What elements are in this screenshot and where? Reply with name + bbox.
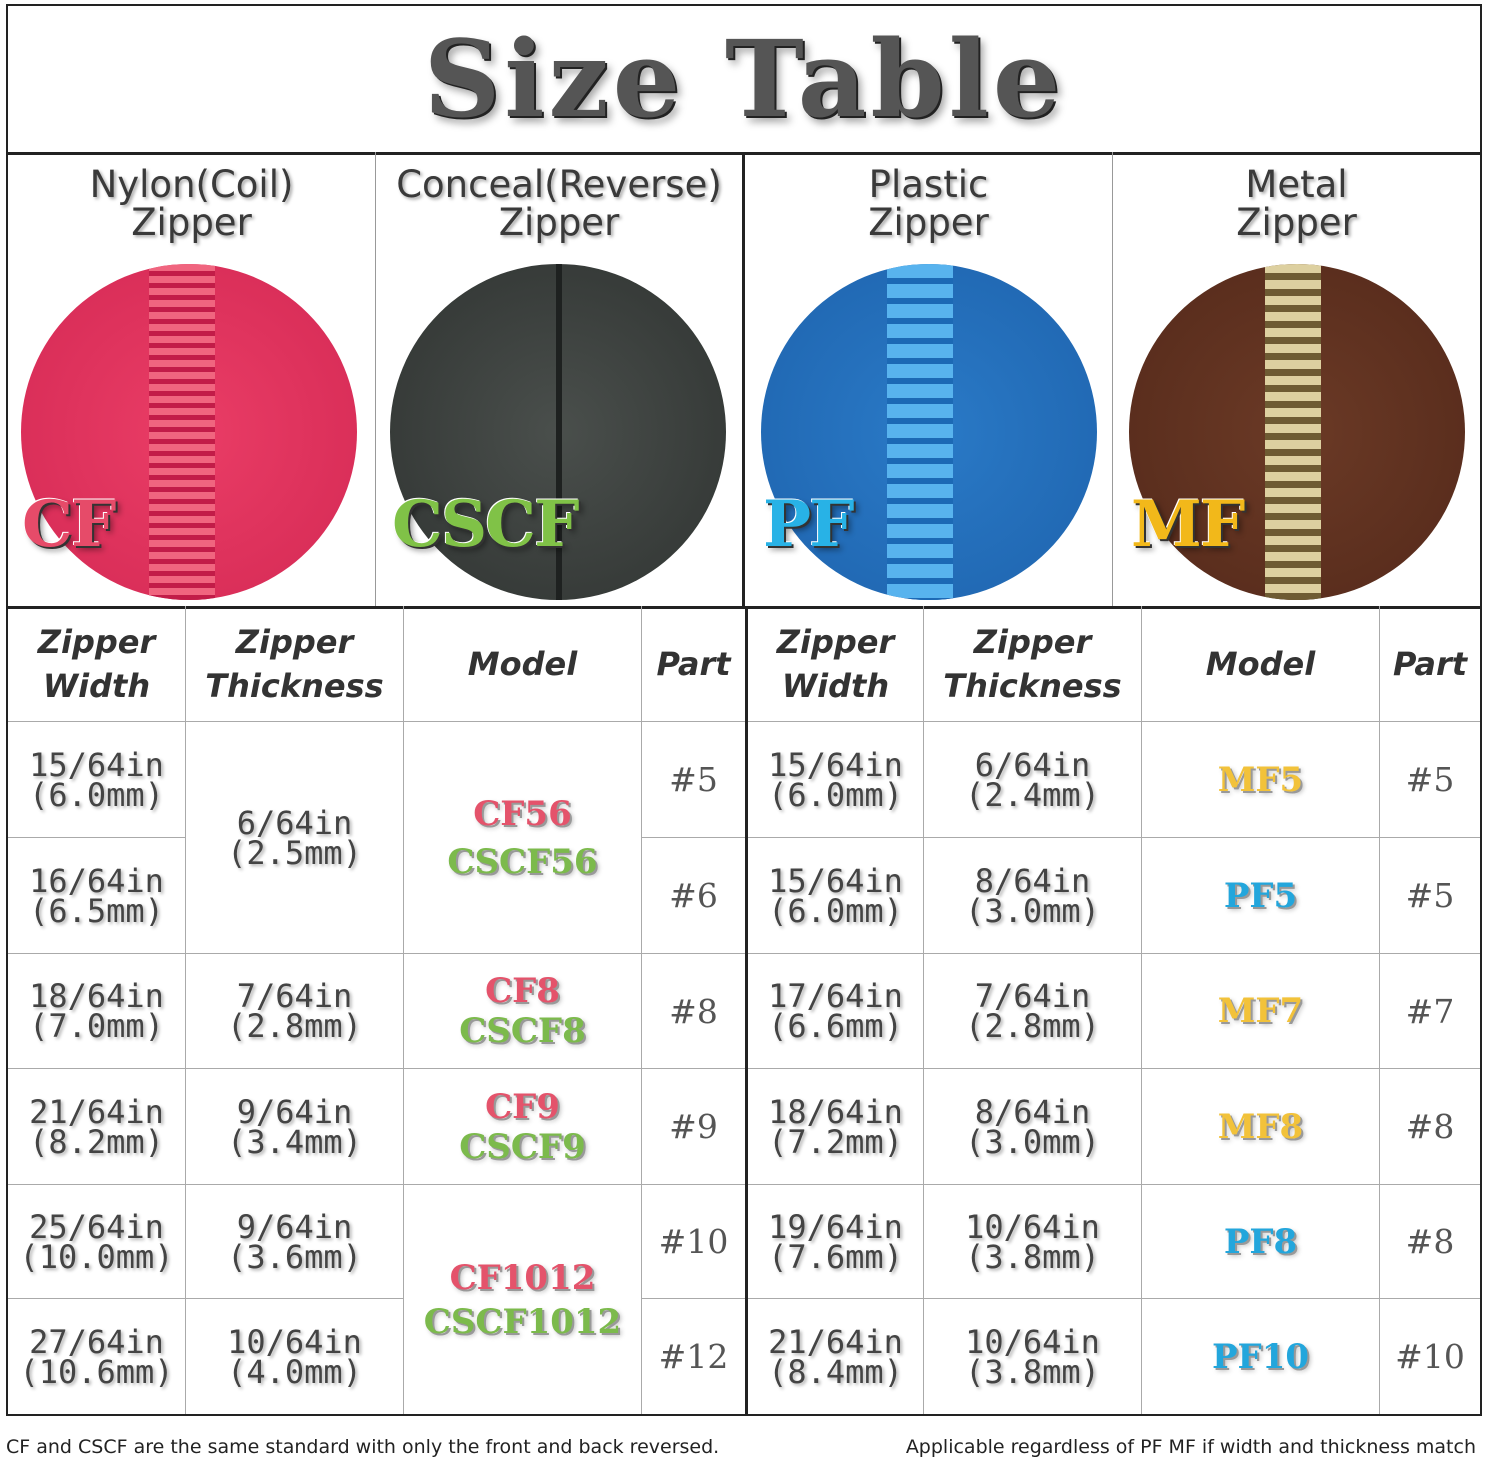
model-cscf: CSCF56 [447, 841, 598, 882]
size-table-frame: Size Table Nylon(Coil) Zipper CF Conceal… [6, 4, 1482, 1416]
left-width-cell: 25/64in (10.0mm) [8, 1185, 186, 1299]
model-cf: CF1012 [449, 1257, 596, 1298]
title-row: Size Table [8, 6, 1480, 155]
right-model-cell: PF10 [1142, 1299, 1380, 1414]
metal-zipper-swatch [1129, 264, 1465, 600]
left-part-cell: #6 [642, 838, 745, 954]
header-part-right: Part [1380, 606, 1480, 722]
right-width-cell: 18/64in (7.2mm) [748, 1069, 924, 1185]
right-thickness-cell: 10/64in (3.8mm) [924, 1185, 1142, 1299]
left-part-cell: #5 [642, 722, 745, 838]
model-cscf: CSCF8 [459, 1011, 586, 1051]
left-width-cell: 18/64in (7.0mm) [8, 954, 186, 1069]
zipper-types-row: Nylon(Coil) Zipper CF Conceal(Reverse) Z… [8, 152, 1480, 609]
right-model-cell: MF8 [1142, 1069, 1380, 1185]
left-width-cell: 15/64in (6.0mm) [8, 722, 186, 838]
left-part-cell: #12 [658, 1337, 729, 1376]
size-grid: Zipper Width Zipper Thickness Model Part… [8, 606, 1480, 1414]
left-model-cell: CF8 CSCF8 [404, 954, 642, 1069]
left-model-cell: CF1012 CSCF1012 [404, 1185, 642, 1414]
left-part-cell: #10 [642, 1185, 745, 1299]
right-part-cell: #8 [1380, 1069, 1480, 1185]
footnote-right: Applicable regardless of PF MF if width … [905, 1436, 1476, 1458]
model-cf: CF9 [485, 1086, 560, 1127]
right-thickness-cell: 7/64in (2.8mm) [924, 954, 1142, 1069]
zipper-type-plastic: Plastic Zipper PF [745, 152, 1113, 606]
right-model-cell: MF5 [1142, 722, 1380, 838]
left-model-cell: CF56 CSCF56 [404, 722, 642, 954]
model-cf: CF8 [485, 971, 560, 1011]
right-model-cell: PF8 [1142, 1185, 1380, 1299]
plastic-zipper-swatch [761, 264, 1097, 600]
model-cscf: CSCF1012 [423, 1301, 622, 1342]
right-part-cell: #5 [1380, 722, 1480, 838]
right-width-cell: 15/64in (6.0mm) [748, 722, 924, 838]
left-width-cell: 27/64in (10.6mm) [8, 1299, 186, 1414]
table-center-divider [745, 606, 748, 1414]
zipper-code: CF [22, 487, 116, 562]
header-model-right: Model [1142, 606, 1380, 722]
header-width-left: Zipper Width [8, 606, 186, 722]
left-width-cell: 21/64in (8.2mm) [8, 1069, 186, 1185]
model-cf: CF56 [473, 793, 572, 834]
right-thickness-cell: 10/64in (3.8mm) [924, 1299, 1142, 1414]
nylon-zipper-swatch [21, 264, 357, 600]
right-model-cell: PF5 [1142, 838, 1380, 954]
zipper-type-name: Plastic Zipper [868, 163, 989, 244]
left-part-cell: #9 [642, 1069, 745, 1185]
model-cscf: CSCF9 [459, 1126, 586, 1167]
zipper-code: MF [1131, 487, 1245, 562]
header-model-left: Model [404, 606, 642, 722]
right-thickness-cell: 8/64in (3.0mm) [924, 1069, 1142, 1185]
left-thickness-cell: 9/64in (3.6mm) [186, 1185, 404, 1299]
zipper-type-nylon: Nylon(Coil) Zipper CF [8, 152, 376, 606]
right-part-cell: #7 [1380, 954, 1480, 1069]
right-width-cell: 19/64in (7.6mm) [748, 1185, 924, 1299]
right-part-cell: #8 [1380, 1185, 1480, 1299]
left-part-cell: #8 [642, 954, 745, 1069]
header-thickness-left: Zipper Thickness [186, 606, 404, 722]
zipper-type-name: Metal Zipper [1236, 163, 1357, 244]
page-title: Size Table [423, 16, 1065, 141]
zipper-type-name: Nylon(Coil) Zipper [89, 163, 294, 244]
zipper-code: CSCF [392, 487, 580, 562]
conceal-zipper-swatch [390, 264, 726, 600]
footnote-left: CF and CSCF are the same standard with o… [6, 1436, 720, 1458]
left-thickness-cell: 9/64in (3.4mm) [186, 1069, 404, 1185]
right-part-cell: #5 [1380, 838, 1480, 954]
zipper-code: PF [763, 487, 855, 562]
zipper-type-conceal: Conceal(Reverse) Zipper CSCF [376, 152, 745, 606]
right-part-cell: #10 [1395, 1337, 1465, 1376]
zipper-type-metal: Metal Zipper MF [1113, 152, 1480, 606]
right-width-cell: 15/64in (6.0mm) [748, 838, 924, 954]
left-thickness-cell: 10/64in (4.0mm) [186, 1299, 404, 1414]
right-thickness-cell: 8/64in (3.0mm) [924, 838, 1142, 954]
zipper-type-name: Conceal(Reverse) Zipper [396, 163, 722, 244]
left-thickness-cell: 6/64in (2.5mm) [186, 722, 404, 954]
header-part-left: Part [642, 606, 745, 722]
right-width-cell: 17/64in (6.6mm) [748, 954, 924, 1069]
left-thickness-cell: 7/64in (2.8mm) [186, 954, 404, 1069]
right-width-cell: 21/64in (8.4mm) [748, 1299, 924, 1414]
header-thickness-right: Zipper Thickness [924, 606, 1142, 722]
left-width-cell: 16/64in (6.5mm) [8, 838, 186, 954]
header-width-right: Zipper Width [748, 606, 924, 722]
right-model-cell: MF7 [1142, 954, 1380, 1069]
right-thickness-cell: 6/64in (2.4mm) [924, 722, 1142, 838]
left-model-cell: CF9 CSCF9 [404, 1069, 642, 1185]
